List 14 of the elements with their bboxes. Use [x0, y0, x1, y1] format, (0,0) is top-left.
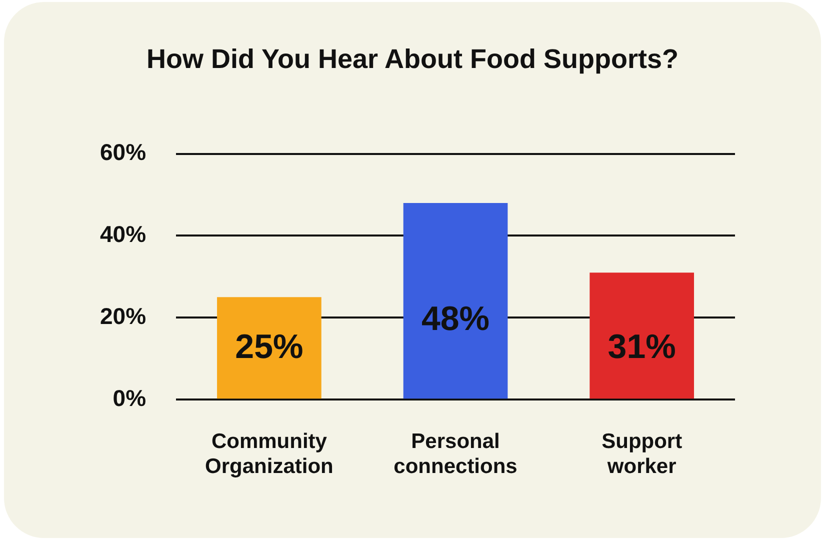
bar [403, 202, 508, 399]
chart-title: How Did You Hear About Food Supports? [146, 44, 680, 75]
data-label: 48% [421, 300, 490, 338]
x-tick-label: Support worker [602, 430, 682, 478]
y-tick-label: 40% [100, 221, 146, 248]
y-tick-label: 60% [100, 139, 146, 166]
bar [217, 297, 322, 399]
x-tick-label: Personal connections [394, 430, 518, 478]
y-tick-label: 0% [112, 384, 146, 411]
bar [590, 272, 694, 399]
y-tick-label: 20% [100, 303, 146, 330]
x-tick-label: Community Organization [205, 430, 334, 478]
data-label: 31% [608, 328, 676, 366]
data-label: 25% [235, 328, 304, 366]
